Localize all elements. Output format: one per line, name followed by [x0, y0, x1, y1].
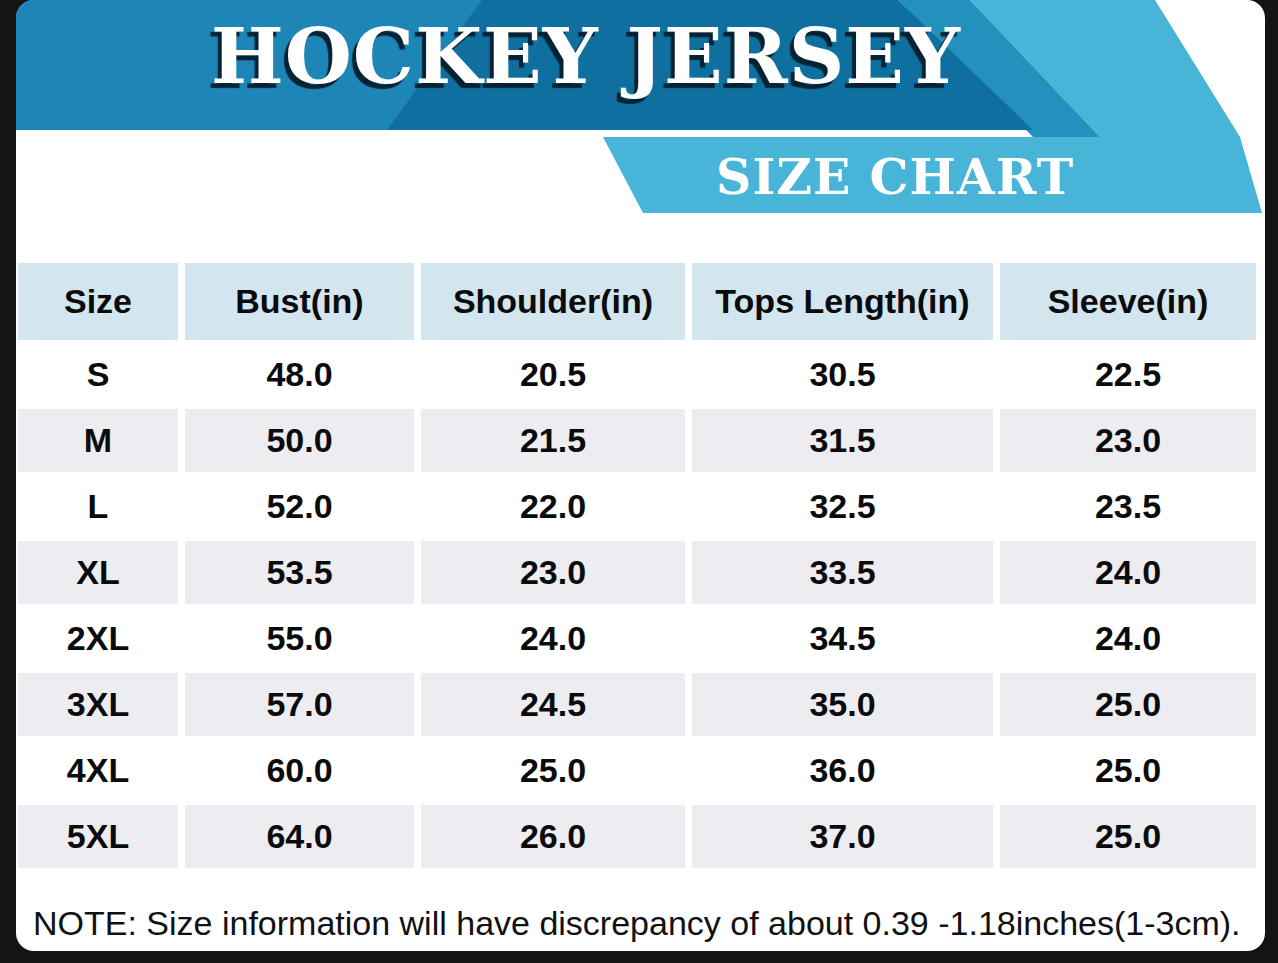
table-cell: 34.5: [692, 607, 993, 670]
table-cell: 52.0: [185, 475, 414, 538]
table-cell: 57.0: [185, 673, 414, 736]
column-header: Sleeve(in): [1000, 263, 1256, 340]
table-cell: 25.0: [1000, 739, 1256, 802]
column-header: Tops Length(in): [692, 263, 993, 340]
table-cell: 24.5: [421, 673, 685, 736]
size-label: 4XL: [18, 739, 178, 802]
column-header: Bust(in): [185, 263, 414, 340]
size-label: XL: [18, 541, 178, 604]
table-cell: 23.0: [421, 541, 685, 604]
column-header: Shoulder(in): [421, 263, 685, 340]
size-label: M: [18, 409, 178, 472]
table-cell: 24.0: [1000, 541, 1256, 604]
table-cell: 20.5: [421, 343, 685, 406]
table-cell: 64.0: [185, 805, 414, 868]
size-table: SizeBust(in)Shoulder(in)Tops Length(in)S…: [18, 263, 1256, 868]
table-cell: 37.0: [692, 805, 993, 868]
size-label: S: [18, 343, 178, 406]
size-label: 3XL: [18, 673, 178, 736]
table-cell: 25.0: [1000, 805, 1256, 868]
size-label: L: [18, 475, 178, 538]
table-cell: 32.5: [692, 475, 993, 538]
column-header: Size: [18, 263, 178, 340]
table-cell: 33.5: [692, 541, 993, 604]
table-cell: 23.0: [1000, 409, 1256, 472]
table-cell: 25.0: [421, 739, 685, 802]
table-cell: 60.0: [185, 739, 414, 802]
table-cell: 53.5: [185, 541, 414, 604]
page-background: { "banner": { "title": "HOCKEY JERSEY", …: [0, 0, 1278, 963]
note-text: NOTE: Size information will have discrep…: [33, 904, 1233, 943]
table-cell: 55.0: [185, 607, 414, 670]
size-chart-card: HOCKEY JERSEY SIZE CHART SizeBust(in)Sho…: [16, 0, 1265, 951]
table-cell: 21.5: [421, 409, 685, 472]
table-cell: 50.0: [185, 409, 414, 472]
table-cell: 25.0: [1000, 673, 1256, 736]
table-cell: 24.0: [1000, 607, 1256, 670]
table-cell: 48.0: [185, 343, 414, 406]
table-cell: 22.5: [1000, 343, 1256, 406]
banner-title: HOCKEY JERSEY: [186, 16, 986, 97]
table-cell: 23.5: [1000, 475, 1256, 538]
table-cell: 31.5: [692, 409, 993, 472]
table-cell: 22.0: [421, 475, 685, 538]
size-label: 5XL: [18, 805, 178, 868]
table-cell: 36.0: [692, 739, 993, 802]
size-label: 2XL: [18, 607, 178, 670]
table-cell: 35.0: [692, 673, 993, 736]
table-cell: 26.0: [421, 805, 685, 868]
table-cell: 24.0: [421, 607, 685, 670]
table-cell: 30.5: [692, 343, 993, 406]
banner-subtitle: SIZE CHART: [716, 144, 1038, 210]
